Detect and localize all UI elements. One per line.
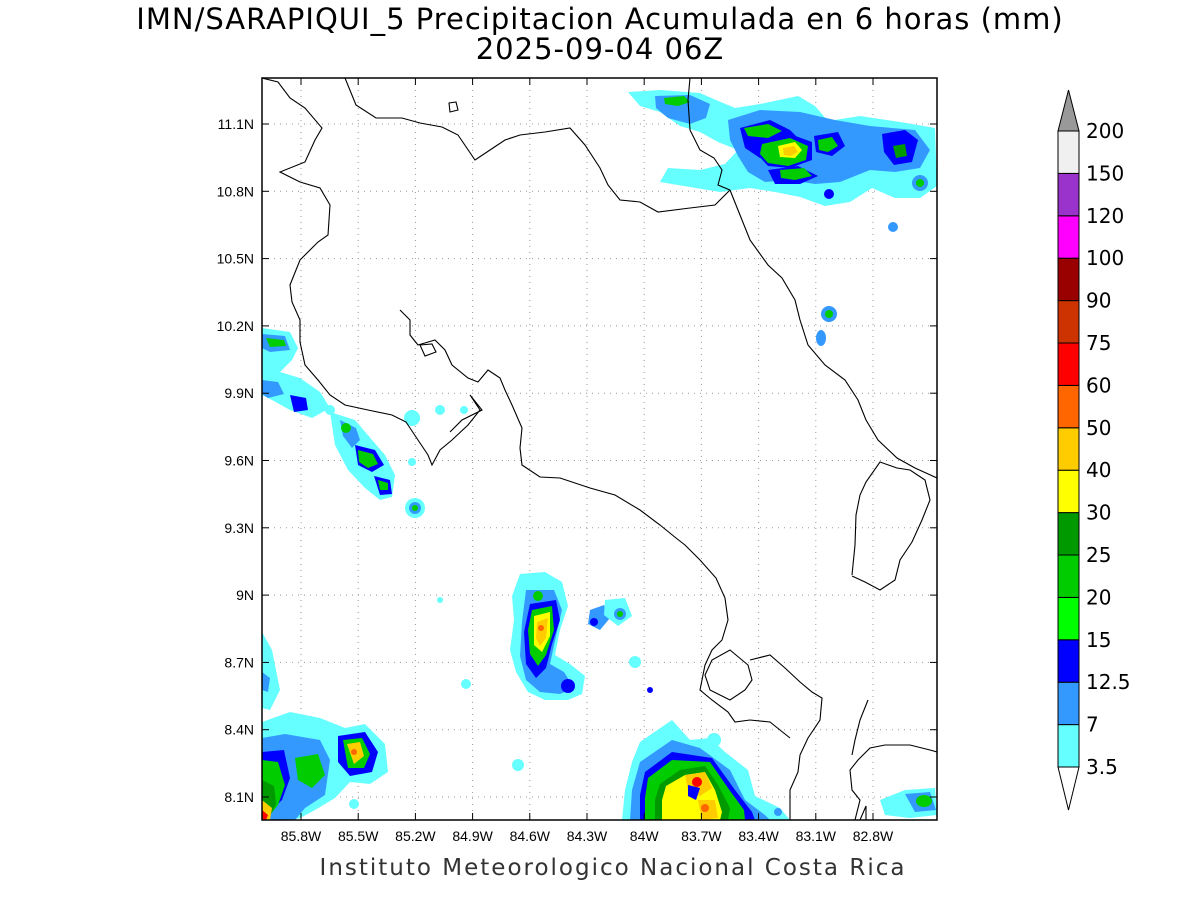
lon-tick-label: 85.8W [281,828,322,844]
lat-tick-label: 9.3N [224,520,254,536]
precip-cell-nicoya [262,306,837,518]
lon-tick-label: 83.1W [796,828,837,844]
colorbar-label: 40 [1086,458,1111,482]
colorbar-swatch [1057,342,1080,386]
lon-tick-label: 83.7W [681,828,722,844]
colorbar-label: 25 [1086,543,1111,567]
colorbar-label: 50 [1086,416,1111,440]
colorbar-swatch [1057,596,1080,641]
lat-tick-label: 10.8N [217,183,254,199]
colorbar-swatch [1057,130,1080,174]
colorbar-swatch [1057,300,1080,344]
colorbar-swatch [1057,512,1080,556]
colorbar-swatch [1057,215,1080,259]
colorbar-swatch [1057,681,1080,726]
map-date: 2025-09-04 06Z [475,32,725,66]
colorbar-label: 12.5 [1086,670,1131,694]
lat-tick-label: 9.6N [224,453,254,469]
lat-tick-label: 9.9N [224,385,254,401]
lon-tick-label: 84.6W [510,828,551,844]
lat-tick-label: 11.1N [218,116,254,132]
lat-tick-label: 10.5N [217,251,254,267]
colorbar-swatch [1057,469,1080,514]
precip-cell-southeast [880,788,937,818]
colorbar-label: 200 [1086,119,1124,143]
lat-tick-label: 8.4N [224,722,254,738]
map-title: IMN/SARAPIQUI_5 Precipitacion Acumulada … [136,2,1064,36]
colorbar-label: 7 [1086,713,1099,737]
lon-tick-label: 84.3W [567,828,608,844]
lon-tick-label: 84W [630,828,660,844]
colorbar-swatch [1057,384,1080,429]
precip-cell-southwest [262,632,388,820]
colorbar-label: 90 [1086,289,1111,313]
colorbar-label: 120 [1086,204,1124,228]
credit-text: Instituto Meteorologico Nacional Costa R… [319,855,907,881]
lat-tick-label: 10.2N [217,318,254,334]
precipitation-field [262,90,937,820]
colorbar-upper-arrow [1057,89,1080,132]
colorbar-label: 15 [1086,628,1111,652]
grid-lines [262,78,937,820]
lat-tick-label: 8.1N [224,789,254,805]
colorbar-label: 75 [1086,331,1111,355]
colorbar-swatch [1057,172,1080,217]
colorbar-swatch [1057,554,1080,598]
lat-tick-label: 8.7N [224,654,254,670]
colorbar-swatch [1057,724,1080,768]
axis-ticks: 85.8W 85.5W 85.2W 84.9W 84.6W 84.3W 84W 83.7W 83… [217,78,937,844]
colorbar-label: 3.5 [1086,755,1118,779]
colorbar-label: 100 [1086,246,1124,270]
colorbar-label: 30 [1086,501,1111,525]
colorbar-label: 60 [1086,373,1111,397]
colorbar-lower-arrow [1057,766,1080,811]
precip-cell-pacific [437,572,653,771]
colorbar-swatch [1057,639,1080,683]
colorbar-label: 20 [1086,585,1111,609]
colorbar-label: 150 [1086,161,1124,185]
lon-tick-label: 82.8W [853,828,894,844]
colorbar: 3.5 7 12.5 15 20 25 30 40 50 60 75 90 100 120 150 200 [1057,89,1131,811]
lon-tick-label: 84.9W [452,828,493,844]
precip-cell-northeast [628,90,937,232]
lat-tick-label: 9N [236,587,254,603]
lon-tick-label: 85.5W [338,828,379,844]
colorbar-swatch [1057,257,1080,302]
precip-cell-south [622,720,790,820]
colorbar-swatch [1057,427,1080,471]
lon-tick-label: 85.2W [395,828,436,844]
lon-tick-label: 83.4W [738,828,779,844]
plot-frame [261,77,938,821]
coastline [262,78,937,820]
